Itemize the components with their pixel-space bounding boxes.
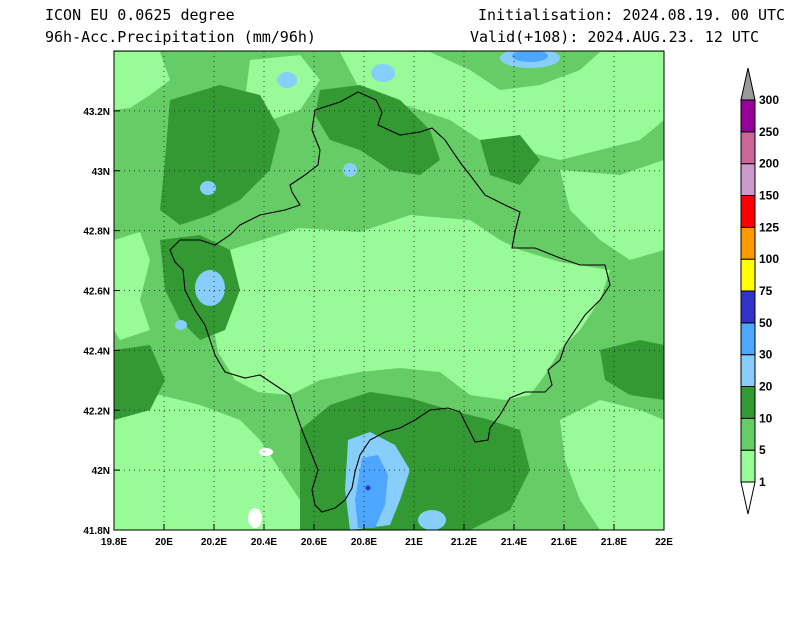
colorbar-label: 250 [759, 125, 779, 139]
colorbar-swatch [740, 417, 756, 451]
colorbar-bottom-arrow [740, 481, 756, 515]
colorbar-label: 300 [759, 93, 779, 107]
colorbar-label: 100 [759, 252, 779, 266]
zone-5-10-ne [560, 160, 664, 260]
colorbar-label: 10 [759, 411, 773, 425]
colorbar-label: 30 [759, 348, 773, 362]
lon-tick-label: 20.6E [301, 537, 327, 548]
lat-axis: 43.2N 43N 42.8N 42.6N 42.4N 42.2N 42N 41.8N [83, 107, 120, 537]
zone-10-20-n [315, 85, 440, 175]
lon-tick-label: 20E [155, 537, 173, 548]
zone-20-30-n [371, 64, 395, 82]
lat-tick-label: 42.2N [83, 406, 110, 417]
colorbar-swatch [740, 195, 756, 228]
colorbar-swatch [740, 258, 756, 292]
zone-10-20-e [600, 340, 664, 400]
colorbar-top-arrow [740, 67, 756, 101]
zone-20-30-n2 [277, 72, 297, 88]
lat-tick-label: 42.8N [83, 227, 110, 238]
zone-below-1-b [248, 508, 262, 528]
zone-5-10-central [212, 215, 610, 400]
zone-10-20-sw [114, 345, 165, 420]
lat-tick-label: 43.2N [83, 107, 110, 118]
colorbar-swatch [740, 449, 756, 483]
colorbar-label: 75 [759, 284, 773, 298]
lon-tick-label: 21E [405, 537, 423, 548]
zone-50-75-dot [365, 485, 371, 491]
colorbar: 1 5 10 20 30 50 75 100 125 150 200 250 300 [740, 67, 779, 515]
zone-20-30-w [195, 270, 225, 306]
zone-20-30-w2 [175, 320, 187, 330]
colorbar-swatch [740, 99, 756, 133]
lon-tick-label: 21.2E [451, 537, 477, 548]
lon-axis: 19.8E 20E 20.2E 20.4E 20.6E 20.8E 21E 21.2E 21.4… [101, 524, 673, 548]
lon-tick-label: 21.8E [601, 537, 627, 548]
colorbar-label: 200 [759, 157, 779, 171]
lat-tick-label: 42N [92, 466, 110, 477]
colorbar-swatch [740, 163, 756, 197]
colorbar-label: 150 [759, 189, 779, 203]
lon-tick-label: 19.8E [101, 537, 127, 548]
zone-20-30-nw [200, 181, 216, 195]
zone-20-30-c [343, 163, 357, 177]
zone-30-50-ne [512, 51, 548, 62]
colorbar-label: 50 [759, 316, 773, 330]
lat-tick-label: 42.4N [83, 346, 110, 357]
country-border [169, 91, 611, 513]
colorbar-swatch [740, 354, 756, 387]
zone-10-20-ne [480, 135, 540, 185]
colorbar-label: 20 [759, 380, 773, 394]
zone-5-10-north [340, 52, 664, 160]
lon-tick-label: 22E [655, 537, 673, 548]
valid-time: Valid(+108): 2024.AUG.23. 12 UTC [470, 28, 759, 46]
colorbar-swatch [740, 322, 756, 356]
zone-20-30-s2 [418, 510, 446, 530]
colorbar-label: 125 [759, 220, 779, 234]
colorbar-swatch [740, 386, 756, 419]
lon-tick-label: 20.2E [201, 537, 227, 548]
lat-tick-label: 42.6N [83, 287, 110, 298]
colorbar-label: 1 [759, 475, 766, 489]
lon-tick-label: 21.4E [501, 537, 527, 548]
lat-tick-label: 41.8N [83, 526, 110, 537]
colorbar-swatch [740, 226, 756, 260]
colorbar-swatch [740, 131, 756, 165]
lon-tick-label: 21.6E [551, 537, 577, 548]
zone-5-10-west2 [114, 232, 150, 340]
precipitation-field [114, 51, 664, 530]
zone-10-20-nw [160, 85, 280, 225]
init-time: Initialisation: 2024.08.19. 00 UTC [478, 6, 786, 24]
variable-title: 96h-Acc.Precipitation (mm/96h) [45, 28, 316, 46]
model-title: ICON EU 0.0625 degree [45, 6, 235, 24]
lon-tick-label: 20.4E [251, 537, 277, 548]
lon-tick-label: 20.8E [351, 537, 377, 548]
colorbar-swatch [740, 290, 756, 324]
map-grid [114, 51, 664, 530]
colorbar-label: 5 [759, 443, 766, 457]
zone-below-1-a [259, 448, 273, 456]
lat-tick-label: 43N [92, 167, 110, 178]
zone-5-10-se [560, 400, 664, 530]
zone-5-10-sw [114, 395, 300, 530]
zone-30-50-south [355, 455, 388, 528]
zone-5-10-west [114, 52, 170, 110]
